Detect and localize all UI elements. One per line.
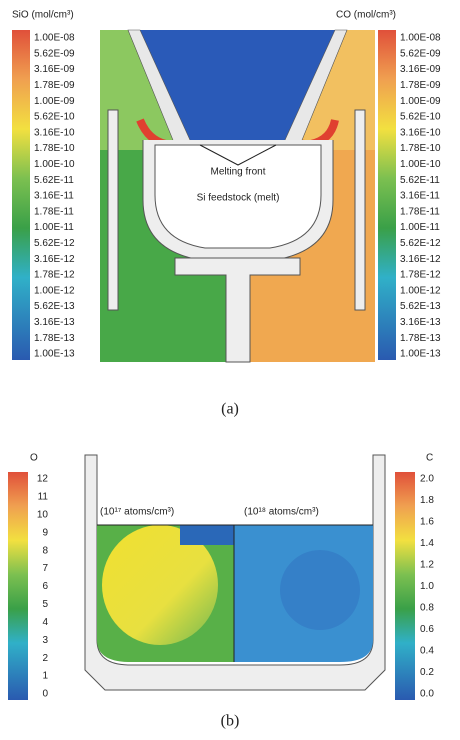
colorbar-label: 1.78E-13 xyxy=(400,333,441,344)
colorbar-label: 1.00E-08 xyxy=(34,33,75,44)
colorbar-label: 5.62E-12 xyxy=(34,238,75,249)
colorbar-label: 12 xyxy=(37,474,49,485)
colorbar-label: 1.00E-08 xyxy=(400,33,441,44)
colorbar-label: 1.00E-09 xyxy=(400,96,441,107)
colorbar-label: 5.62E-10 xyxy=(400,112,441,123)
colorbar-label: 6 xyxy=(42,581,48,592)
colorbar xyxy=(378,30,396,360)
panel-b: O C (10¹⁷ atoms/cm³) (10¹⁸ atoms/cm³) (b… xyxy=(8,453,433,730)
colorbar-label: 9 xyxy=(42,527,48,538)
colorbar-label: 5 xyxy=(42,599,48,610)
colorbar-label: 1.00E-13 xyxy=(34,349,75,360)
colorbar-label: 1.00E-11 xyxy=(400,222,440,233)
colorbar-label: 0.0 xyxy=(420,689,434,700)
colorbar-label: 1.00E-10 xyxy=(34,159,75,170)
contour-region xyxy=(280,550,360,630)
colorbar-label: 1.00E-11 xyxy=(34,222,74,233)
caption: (b) xyxy=(221,713,240,730)
contour-region xyxy=(290,30,375,150)
melting-front-line xyxy=(199,144,277,166)
colorbar-title: C xyxy=(426,453,433,464)
colorbar-label: 3.16E-13 xyxy=(34,317,75,328)
colorbar-label: 3.16E-11 xyxy=(34,191,74,202)
annotation: (10¹⁷ atoms/cm³) xyxy=(100,507,174,518)
colorbar-label: 3.16E-10 xyxy=(400,127,441,138)
melt xyxy=(154,144,322,249)
colorbar-label: 5.62E-11 xyxy=(34,175,74,186)
colorbar-label: 1.2 xyxy=(420,560,434,571)
colorbar-title: O xyxy=(30,453,38,464)
colorbar-label: 0.2 xyxy=(420,667,434,678)
colorbar-label: 1.78E-09 xyxy=(400,80,441,91)
colorbar-label: 3 xyxy=(42,635,48,646)
colorbar-label: 0.8 xyxy=(420,603,434,614)
colorbar-label: 5.62E-13 xyxy=(400,301,441,312)
colorbar-label: 1.00E-10 xyxy=(400,159,441,170)
heater xyxy=(354,109,366,311)
colorbar-label: 1.78E-13 xyxy=(34,333,75,344)
colorbar-label: 11 xyxy=(38,492,49,503)
colorbar-label: 1.00E-12 xyxy=(34,285,75,296)
colorbar-label: 1.8 xyxy=(420,495,434,506)
colorbar-label: 3.16E-09 xyxy=(400,64,441,75)
colorbar-label: 1.78E-10 xyxy=(400,143,441,154)
annotation: Melting front xyxy=(210,167,265,178)
caption: (a) xyxy=(221,401,239,418)
colorbar-label: 1.00E-13 xyxy=(400,349,441,360)
colorbar-label: 5.62E-13 xyxy=(34,301,75,312)
colorbar-title: SiO (mol/cm³) xyxy=(12,10,74,21)
colorbar-label: 1.78E-10 xyxy=(34,143,75,154)
colorbar-label: 2.0 xyxy=(420,474,434,485)
colorbar-label: 3.16E-13 xyxy=(400,317,441,328)
colorbar xyxy=(8,472,28,700)
colorbar-label: 0 xyxy=(42,689,48,700)
colorbar-label: 1.78E-11 xyxy=(34,206,74,217)
colorbar-label: 3.16E-12 xyxy=(400,254,441,265)
colorbar-label: 3.16E-11 xyxy=(400,191,440,202)
colorbar-label: 1.78E-12 xyxy=(400,270,441,281)
colorbar-label: 1.78E-09 xyxy=(34,80,75,91)
colorbar-label: 1.78E-11 xyxy=(400,206,440,217)
colorbar-label: 1.00E-12 xyxy=(400,285,441,296)
colorbar-label: 1 xyxy=(42,671,48,682)
contour-region xyxy=(102,525,218,645)
colorbar-label: 1.6 xyxy=(420,517,434,528)
colorbar-label: 0.4 xyxy=(420,646,434,657)
colorbar-label: 5.62E-09 xyxy=(400,48,441,59)
annotation: Si feedstock (melt) xyxy=(197,193,280,204)
feed-rod xyxy=(140,30,335,165)
contour-region xyxy=(180,525,234,545)
pedestal xyxy=(174,257,301,363)
colorbar-label: 2 xyxy=(42,653,48,664)
panel-a: SiO (mol/cm³) CO (mol/cm³) Melting front… xyxy=(12,10,396,418)
colorbar-label: 3.16E-10 xyxy=(34,127,75,138)
colorbar-label: 5.62E-12 xyxy=(400,238,441,249)
colorbar-label: 5.62E-09 xyxy=(34,48,75,59)
colorbar-label: 10 xyxy=(37,509,49,520)
colorbar-label: 1.0 xyxy=(420,581,434,592)
colorbar-label: 0.6 xyxy=(420,624,434,635)
colorbar-label: 1.4 xyxy=(420,538,434,549)
colorbar xyxy=(12,30,30,360)
crucible xyxy=(84,454,386,691)
colorbar-label: 4 xyxy=(42,617,48,628)
colorbar-label: 1.00E-09 xyxy=(34,96,75,107)
heater xyxy=(107,109,119,311)
colorbar-label: 3.16E-09 xyxy=(34,64,75,75)
annotation: (10¹⁸ atoms/cm³) xyxy=(244,507,319,518)
colorbar-label: 1.78E-12 xyxy=(34,270,75,281)
colorbar-label: 5.62E-10 xyxy=(34,112,75,123)
colorbar-label: 8 xyxy=(42,545,48,556)
colorbar-label: 7 xyxy=(42,563,48,574)
colorbar xyxy=(395,472,415,700)
colorbar-title: CO (mol/cm³) xyxy=(336,10,396,21)
colorbar-label: 3.16E-12 xyxy=(34,254,75,265)
colorbar-label: 5.62E-11 xyxy=(400,175,440,186)
